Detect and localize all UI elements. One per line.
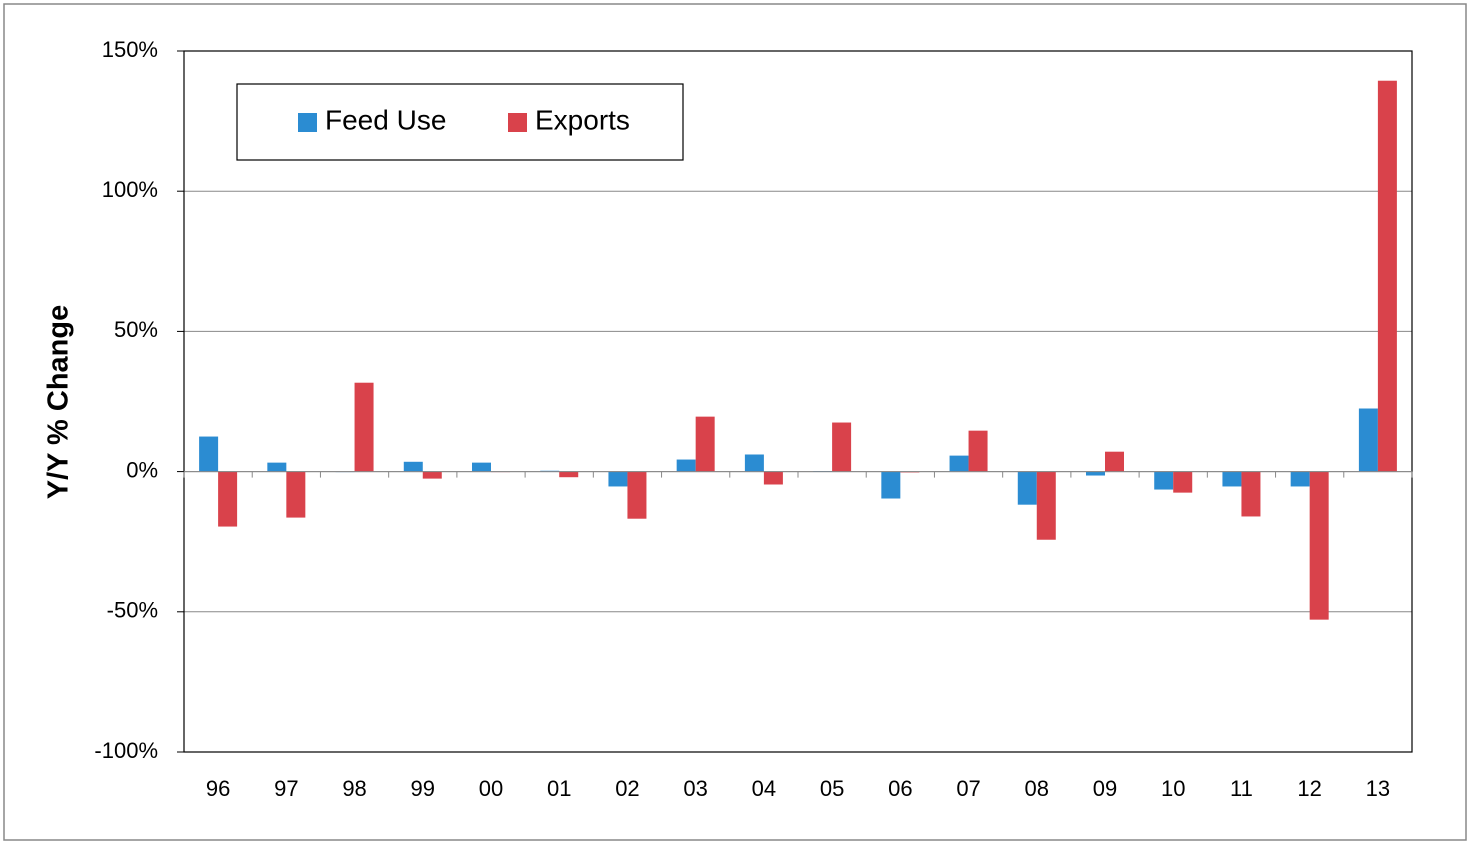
bar (1017, 471, 1037, 505)
bar (695, 416, 715, 472)
chart-frame (3, 3, 1467, 841)
bar (354, 382, 374, 472)
y-tick-label: -100% (94, 738, 158, 763)
bar (676, 459, 696, 472)
bar (403, 461, 423, 472)
bar (1290, 471, 1310, 487)
x-tick-label: 06 (888, 776, 912, 801)
plot-frame (183, 50, 1413, 753)
bar (1309, 471, 1329, 620)
x-tick-label: 01 (547, 776, 571, 801)
x-tick-label: 09 (1093, 776, 1117, 801)
bar (1358, 408, 1378, 472)
bar (763, 471, 783, 485)
bar (1105, 451, 1124, 472)
y-axis-title: Y/Y % Change (43, 305, 75, 499)
x-tick-label: 99 (411, 776, 435, 801)
bar (1036, 471, 1056, 540)
x-tick-label: 96 (206, 776, 230, 801)
bar (286, 471, 306, 518)
bar (608, 471, 628, 487)
bar (1173, 471, 1193, 493)
legend-swatch (298, 113, 317, 132)
bar (968, 430, 988, 472)
bar (949, 455, 969, 472)
x-tick-label: 97 (274, 776, 298, 801)
x-tick-label: 98 (342, 776, 366, 801)
bar (422, 471, 442, 479)
bar (218, 471, 238, 527)
bar (832, 422, 852, 472)
x-tick-label: 07 (956, 776, 980, 801)
y-tick-label: 100% (102, 177, 158, 202)
x-tick-label: 04 (752, 776, 776, 801)
bar (744, 454, 764, 472)
bar (267, 462, 287, 472)
bar (1086, 471, 1105, 476)
legend-swatch (508, 113, 527, 132)
bar (1154, 471, 1174, 490)
bar (881, 471, 901, 499)
bar (1222, 471, 1242, 487)
bar (472, 462, 491, 472)
y-tick-label: 150% (102, 37, 158, 62)
bar (627, 471, 647, 519)
x-tick-label: 05 (820, 776, 844, 801)
legend-label: Feed Use (325, 104, 446, 135)
bar (1377, 80, 1397, 472)
x-tick-label: 00 (479, 776, 503, 801)
x-tick-label: 10 (1161, 776, 1185, 801)
y-tick-label: 50% (114, 317, 158, 342)
x-tick-label: 08 (1025, 776, 1049, 801)
y-tick-label: -50% (107, 598, 158, 623)
x-tick-label: 13 (1366, 776, 1390, 801)
x-tick-label: 02 (615, 776, 639, 801)
x-tick-label: 03 (683, 776, 707, 801)
legend-label: Exports (535, 104, 630, 135)
bar (199, 436, 219, 472)
bar (1241, 471, 1261, 517)
x-tick-label: 11 (1230, 776, 1253, 801)
y-tick-label: 0% (126, 457, 158, 482)
x-tick-label: 12 (1297, 776, 1321, 801)
bar (559, 471, 579, 478)
